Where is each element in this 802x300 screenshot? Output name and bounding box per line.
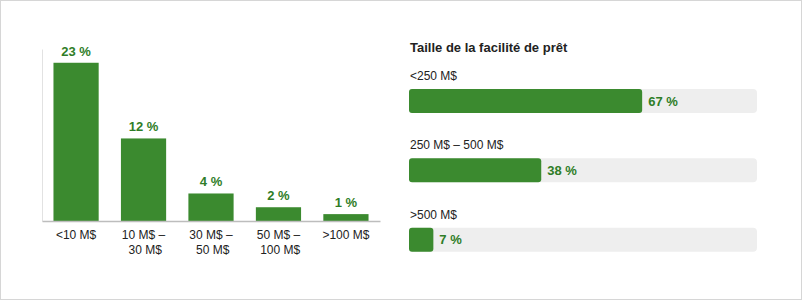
bars: [53, 63, 368, 221]
data-label: 67 %: [648, 94, 678, 109]
x-tick: 50 M$ – 100 M$: [257, 221, 301, 257]
x-tick: 10 M$ – 30 M$: [122, 221, 166, 257]
x-tick-label: 50 M$ – 100 M$: [257, 228, 301, 258]
y-tick-label: 250 M$ – 500 M$: [410, 138, 504, 152]
x-axis-line: [43, 221, 381, 223]
data-label: 2 %: [267, 188, 290, 203]
x-tick-label: 10 M$ – 30 M$: [122, 228, 166, 258]
chart-canvas: <10 M$ 10 M$ – 30 M$ 30 M$ – 50 M$ 50 M$ – …: [0, 0, 802, 300]
data-label: 7 %: [439, 232, 462, 247]
bar: [323, 214, 368, 221]
x-tick-label-line: 50 M$ –: [257, 228, 301, 242]
bars: [409, 89, 642, 252]
bar: [409, 228, 433, 252]
bar: [409, 89, 642, 113]
x-tick: <10 M$: [56, 221, 97, 242]
data-label: 12 %: [129, 119, 159, 134]
data-label: 4 %: [200, 174, 223, 189]
data-label: 1 %: [335, 195, 358, 210]
bar: [121, 138, 166, 221]
x-tick: >100 M$: [322, 221, 369, 242]
bar-track: [409, 158, 757, 182]
frame: [0, 0, 802, 300]
bar: [256, 207, 301, 221]
x-tick-label-line: 50 M$: [193, 243, 230, 257]
x-tick-label: >100 M$: [322, 228, 369, 242]
bar-track: [409, 89, 757, 113]
tracks: [409, 89, 757, 252]
chart-1: Taille de la facilité de prêt <250 M$ 250 …: [409, 40, 757, 252]
x-tick-label-line: <10 M$: [56, 228, 97, 242]
y-tick-labels: <250 M$ 250 M$ – 500 M$ >500 M$: [410, 69, 504, 222]
bar: [409, 158, 541, 182]
x-tick-label-line: 30 M$: [125, 243, 162, 257]
data-labels: 67 % 38 % 7 %: [439, 94, 678, 248]
data-label: 38 %: [547, 163, 577, 178]
bar: [53, 63, 98, 221]
x-tick-label: 30 M$ – 50 M$: [189, 228, 233, 258]
y-axis-line: [42, 50, 43, 222]
y-tick-label: >500 M$: [410, 208, 457, 222]
x-tick-label-line: 30 M$ –: [189, 228, 233, 242]
x-tick: 30 M$ – 50 M$: [189, 221, 233, 257]
y-tick-label: <250 M$: [410, 69, 457, 83]
chart-title: Taille de la facilité de prêt: [410, 40, 568, 55]
x-tick-label-line: >100 M$: [322, 228, 369, 242]
x-tick-label: <10 M$: [56, 228, 97, 242]
x-tick-label-line: 10 M$ –: [122, 228, 166, 242]
x-tick-label-line: 100 M$: [257, 243, 301, 257]
data-label: 23 %: [61, 44, 91, 59]
chart-0: <10 M$ 10 M$ – 30 M$ 30 M$ – 50 M$ 50 M$ – …: [43, 44, 381, 258]
data-labels: 23 % 12 % 4 % 2 % 1 %: [61, 44, 357, 210]
bar-track: [409, 228, 757, 252]
y-axis: [42, 50, 43, 222]
bar: [188, 193, 233, 221]
x-axis: <10 M$ 10 M$ – 30 M$ 30 M$ – 50 M$ 50 M$ – …: [43, 221, 381, 257]
